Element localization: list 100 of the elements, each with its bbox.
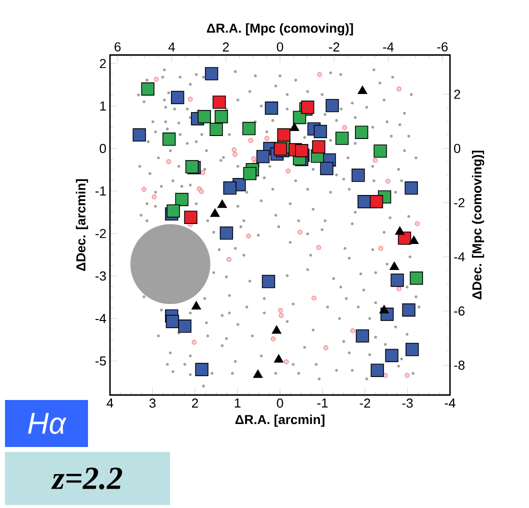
point xyxy=(162,132,176,146)
point xyxy=(175,192,188,206)
point xyxy=(342,125,347,130)
point xyxy=(191,301,202,310)
point xyxy=(192,340,197,345)
point xyxy=(370,195,384,208)
point xyxy=(286,168,290,174)
point xyxy=(132,128,146,142)
point xyxy=(378,246,384,251)
point xyxy=(395,226,405,235)
point xyxy=(223,181,236,195)
point xyxy=(390,274,404,287)
x-tick-label: 2 xyxy=(192,398,198,408)
x2-axis-title: ΔR.A. [Mpc (comoving)] xyxy=(206,23,353,36)
point xyxy=(178,320,192,333)
point xyxy=(270,336,276,342)
x-tick-label: 3 xyxy=(149,398,156,408)
y-tick-label: -2 xyxy=(95,228,106,238)
point xyxy=(326,98,339,112)
point xyxy=(410,272,424,285)
point xyxy=(316,245,322,250)
point xyxy=(317,72,322,77)
point xyxy=(274,354,284,363)
point xyxy=(354,126,368,139)
x2-tick-label: 6 xyxy=(114,42,121,52)
point xyxy=(242,122,256,136)
point xyxy=(312,296,316,300)
text: z=2.2 xyxy=(51,468,122,490)
point xyxy=(152,194,157,200)
point xyxy=(210,122,223,136)
point xyxy=(264,136,270,141)
point xyxy=(141,82,154,96)
point xyxy=(256,150,270,164)
point xyxy=(278,308,283,313)
point xyxy=(396,286,402,292)
x-tick-label: 4 xyxy=(106,398,114,408)
x2-tick-label: -4 xyxy=(383,42,394,52)
point xyxy=(232,147,236,152)
point xyxy=(220,226,234,240)
y2-tick-label: 0 xyxy=(454,144,460,154)
point xyxy=(320,162,334,176)
y2-tick-label: 2 xyxy=(454,90,460,99)
point xyxy=(278,313,284,318)
y-tick-label: 0 xyxy=(100,144,106,154)
point xyxy=(323,345,328,350)
point xyxy=(370,364,384,377)
point xyxy=(386,178,390,184)
point xyxy=(409,236,419,244)
point xyxy=(248,138,254,143)
y2-tick-label: -8 xyxy=(454,360,465,370)
point xyxy=(272,325,282,334)
y2-tick-label: -4 xyxy=(454,252,465,262)
point xyxy=(374,144,387,158)
y2-tick-label: -6 xyxy=(454,306,465,316)
point xyxy=(284,359,289,364)
x-tick-label: -3 xyxy=(402,398,413,408)
point xyxy=(314,124,327,138)
point xyxy=(379,304,389,314)
point xyxy=(396,86,402,92)
point xyxy=(185,160,199,174)
y-tick-label: 2 xyxy=(100,58,106,68)
point xyxy=(404,373,410,378)
point xyxy=(166,159,172,164)
point xyxy=(390,262,400,270)
point xyxy=(200,170,206,176)
x-tick-label: -4 xyxy=(444,398,456,408)
point xyxy=(350,328,356,334)
point xyxy=(402,303,416,317)
x2-tick-label: -2 xyxy=(328,42,340,52)
y2-tick-label: -2 xyxy=(454,198,464,208)
point xyxy=(246,234,251,238)
x2-tick-label: -6 xyxy=(437,42,448,52)
x2-tick-label: 4 xyxy=(168,42,175,52)
point xyxy=(264,102,278,115)
point xyxy=(414,221,420,226)
point xyxy=(154,76,159,82)
point xyxy=(204,67,218,80)
x-tick-label: -2 xyxy=(360,398,370,408)
point xyxy=(198,110,211,124)
point xyxy=(277,128,290,142)
point xyxy=(253,370,263,378)
text: Hα xyxy=(28,413,67,434)
y-tick-label: -3 xyxy=(95,271,106,281)
y-axis-title: ΔDec. [arcmin] xyxy=(76,179,88,271)
point xyxy=(212,96,226,109)
point xyxy=(335,132,349,145)
point xyxy=(232,152,238,157)
point xyxy=(184,210,198,224)
y2-axis-title: ΔDec. [Mpc (comoving)] xyxy=(472,150,484,300)
x-tick-label: -1 xyxy=(317,398,328,408)
point xyxy=(385,348,398,362)
point xyxy=(170,90,184,104)
point xyxy=(358,195,371,208)
point xyxy=(195,362,208,376)
point xyxy=(312,140,326,154)
point xyxy=(243,166,256,180)
point xyxy=(356,329,370,343)
y-tick-label: -1 xyxy=(95,186,106,196)
point xyxy=(290,122,300,131)
point xyxy=(198,189,204,194)
